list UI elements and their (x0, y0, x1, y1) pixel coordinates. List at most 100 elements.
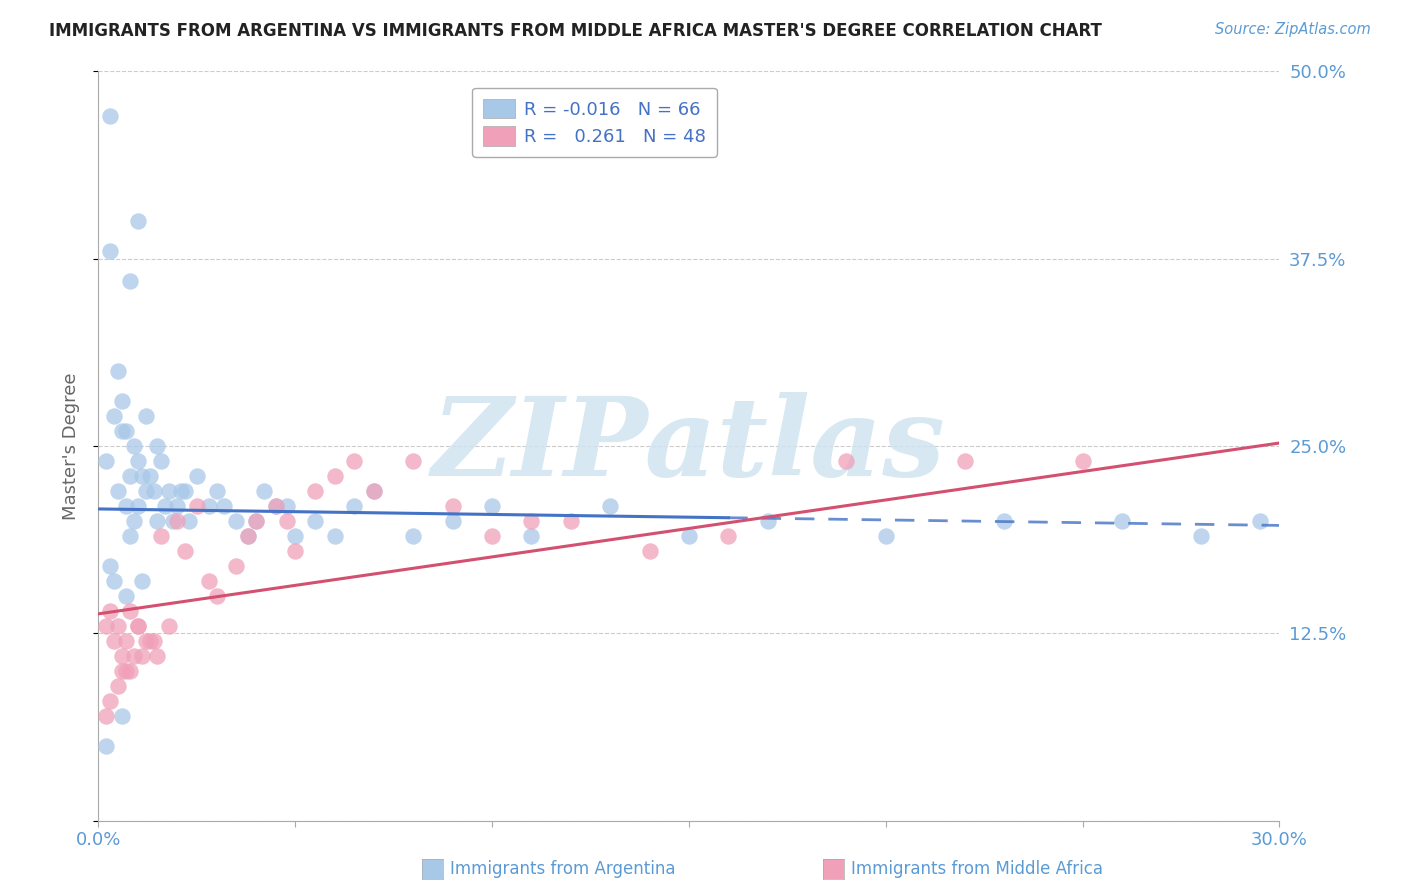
Point (103, 633, 125, 648)
Point (146, 648, 169, 663)
Point (264, 499, 287, 513)
Point (122, 439, 145, 453)
Point (107, 483, 129, 498)
Point (276, 514, 298, 528)
Point (157, 483, 180, 498)
Point (953, 454, 976, 468)
Point (717, 529, 740, 543)
Point (245, 514, 267, 528)
Point (111, 708, 134, 723)
Point (103, 409, 125, 423)
Text: IMMIGRANTS FROM ARGENTINA VS IMMIGRANTS FROM MIDDLE AFRICA MASTER'S DEGREE CORRE: IMMIGRANTS FROM ARGENTINA VS IMMIGRANTS … (49, 22, 1102, 40)
Legend: R = -0.016   N = 66, R =   0.261   N = 48: R = -0.016 N = 66, R = 0.261 N = 48 (472, 88, 717, 157)
Point (174, 483, 197, 498)
Point (127, 619, 149, 633)
Point (214, 499, 236, 513)
Point (197, 574, 219, 588)
Point (107, 364, 129, 378)
Point (111, 424, 134, 438)
Point (402, 529, 425, 543)
Point (98, 694, 121, 708)
Point (122, 514, 145, 528)
Point (107, 679, 129, 693)
Point (111, 394, 134, 409)
Point (1249, 514, 1271, 528)
Point (115, 633, 138, 648)
Point (118, 469, 141, 483)
Text: Source: ZipAtlas.com: Source: ZipAtlas.com (1215, 22, 1371, 37)
Point (135, 483, 157, 498)
Point (225, 514, 247, 528)
Point (304, 514, 326, 528)
Point (993, 514, 1015, 528)
Point (131, 648, 153, 663)
Point (1111, 514, 1133, 528)
Point (98, 604, 121, 618)
Point (166, 499, 188, 513)
Y-axis label: Master's Degree: Master's Degree (62, 372, 80, 520)
Point (107, 619, 129, 633)
Point (225, 558, 247, 573)
Point (343, 454, 366, 468)
Point (402, 454, 425, 468)
Point (170, 483, 193, 498)
Point (142, 633, 165, 648)
Point (481, 529, 503, 543)
Point (323, 529, 346, 543)
Point (146, 514, 169, 528)
Point (155, 499, 177, 513)
Point (343, 499, 366, 513)
Point (197, 499, 219, 513)
Point (118, 529, 141, 543)
Point (875, 529, 897, 543)
Point (122, 648, 145, 663)
Point (115, 499, 138, 513)
Point (835, 454, 858, 468)
Point (276, 499, 298, 513)
Point (135, 409, 157, 423)
Point (441, 514, 464, 528)
Point (1071, 454, 1094, 468)
Point (98, 558, 121, 573)
Point (253, 483, 276, 498)
Point (96, 454, 118, 468)
Point (111, 648, 134, 663)
Point (115, 589, 138, 603)
Point (186, 469, 208, 483)
Point (118, 664, 141, 678)
Point (157, 619, 180, 633)
Point (481, 499, 503, 513)
Point (560, 514, 582, 528)
Point (678, 529, 700, 543)
Point (96, 619, 118, 633)
Point (520, 514, 543, 528)
Point (284, 529, 307, 543)
Point (205, 589, 228, 603)
Point (127, 619, 149, 633)
Point (245, 514, 267, 528)
Point (236, 529, 259, 543)
Point (756, 514, 779, 528)
Point (174, 544, 197, 558)
Point (131, 469, 153, 483)
Point (103, 574, 125, 588)
Point (138, 633, 160, 648)
Point (146, 439, 169, 453)
Point (323, 469, 346, 483)
Point (115, 424, 138, 438)
Point (264, 499, 287, 513)
Point (599, 499, 621, 513)
Point (115, 664, 138, 678)
Point (1189, 529, 1212, 543)
Point (441, 499, 464, 513)
Point (127, 214, 149, 228)
Point (162, 514, 184, 528)
Point (142, 483, 165, 498)
Point (98, 109, 121, 123)
Point (236, 529, 259, 543)
Point (150, 529, 173, 543)
Point (96, 708, 118, 723)
Point (118, 604, 141, 618)
Point (363, 483, 385, 498)
Point (150, 454, 173, 468)
